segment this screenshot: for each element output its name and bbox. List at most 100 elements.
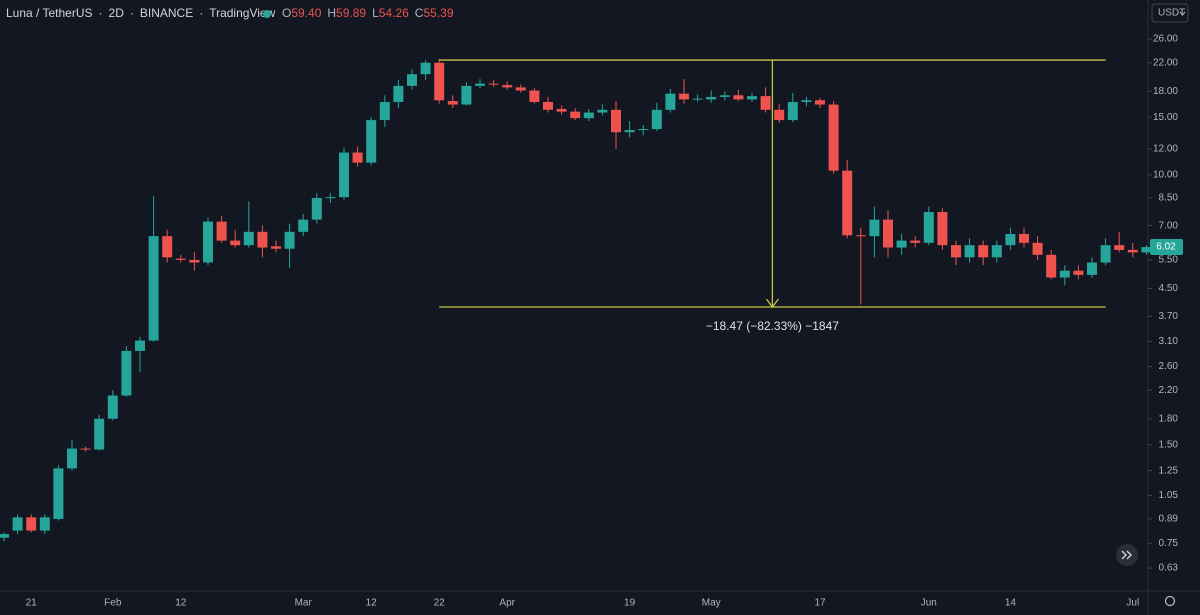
y-tick-label: 0.75 (1159, 538, 1179, 549)
candle-body (352, 152, 363, 163)
x-tick-label: 12 (175, 598, 187, 609)
candle-body (1114, 245, 1125, 250)
candle-body (964, 245, 975, 258)
candle-body (801, 100, 812, 102)
candle-body (515, 87, 526, 91)
candle-body (583, 112, 594, 119)
y-tick-label: 4.50 (1159, 283, 1179, 294)
candle-body (706, 96, 717, 100)
settings-button[interactable] (1164, 595, 1176, 607)
x-tick-label: Jul (1126, 598, 1139, 609)
candle-body (774, 109, 785, 121)
candle-body (243, 231, 254, 246)
candle-body (175, 258, 186, 260)
sep: · (99, 6, 103, 20)
scroll-circle[interactable] (1116, 544, 1138, 566)
x-tick-label: Feb (104, 598, 122, 609)
candle-body (855, 235, 866, 237)
candle-body (94, 418, 105, 450)
source: TradingView (209, 6, 275, 20)
candle-body (148, 236, 159, 341)
candle-body (910, 240, 921, 243)
candle-body (937, 212, 948, 246)
candle-body (842, 170, 853, 236)
candle-body (257, 231, 268, 248)
status-dot (263, 10, 271, 18)
y-tick-label: 18.00 (1153, 86, 1178, 97)
candle-body (543, 101, 553, 110)
candle-body (638, 129, 649, 131)
exchange: BINANCE (140, 6, 193, 20)
candle-body (53, 468, 64, 519)
candle-body (502, 85, 513, 88)
candle-body (1127, 249, 1138, 253)
candle-body (760, 96, 771, 110)
ohlc-letter: L (372, 6, 379, 20)
symbol-line: Luna / TetherUS · 2D · BINANCE · TradingView (6, 6, 276, 20)
scroll-button[interactable] (1116, 544, 1138, 566)
candle-body (284, 231, 295, 249)
y-tick-label: 1.25 (1159, 465, 1179, 476)
ohlc-letter: O (282, 6, 291, 20)
y-tick-label: 1.05 (1159, 490, 1179, 501)
candle-body (298, 219, 309, 232)
candle-body (379, 101, 390, 121)
y-tick-label: 5.50 (1159, 255, 1179, 266)
x-tick-label: 22 (434, 598, 446, 609)
candle-body (1032, 242, 1043, 255)
candle-body (162, 236, 173, 258)
candle-body (135, 340, 145, 351)
candle-body (624, 130, 635, 133)
y-tick-label: 3.70 (1159, 311, 1179, 322)
candle-body (325, 197, 336, 199)
ohlc-value: 59.40 (291, 6, 321, 20)
symbol: Luna / TetherUS (6, 6, 93, 20)
candle-body (488, 83, 499, 85)
candle-body (1100, 245, 1111, 263)
candle-body (461, 85, 472, 105)
candle-body (815, 100, 825, 105)
sep: · (130, 6, 134, 20)
sep: · (199, 6, 203, 20)
x-tick-label: Jun (921, 598, 937, 609)
y-tick-label: 7.00 (1159, 220, 1179, 231)
candle-body (393, 85, 404, 102)
last-price-box (1150, 239, 1183, 256)
candle-body (12, 517, 23, 531)
candle-body (39, 517, 50, 531)
candle-body (787, 101, 798, 121)
candle-body (189, 259, 200, 263)
y-tick-label: 1.50 (1159, 439, 1179, 450)
candle-body (339, 152, 349, 198)
y-tick-label: 1.80 (1159, 413, 1179, 424)
candle-body (80, 448, 91, 450)
candle-body (951, 245, 961, 258)
y-tick-label: 10.00 (1153, 170, 1178, 181)
gear-icon[interactable] (1164, 595, 1176, 607)
candle-body (311, 197, 322, 220)
header: Luna / TetherUS · 2D · BINANCE · TradingView O… (6, 6, 454, 20)
candle-body (611, 109, 621, 133)
candle-body (420, 62, 431, 75)
candle-body (978, 245, 989, 258)
x-tick-label: 14 (1005, 598, 1017, 609)
scroll-arrows (1121, 550, 1132, 560)
currency[interactable]: USDT (1158, 8, 1185, 19)
currency-button[interactable]: USDT (1151, 3, 1189, 23)
candle-body (665, 93, 676, 110)
candle-body (869, 219, 880, 237)
plot-area (0, 58, 1152, 542)
y-tick-label: 8.50 (1159, 193, 1179, 204)
x-tick-label: 12 (366, 598, 378, 609)
ohlc-value: 59.89 (336, 6, 366, 20)
y-tick-label: 15.00 (1153, 112, 1178, 123)
candle-body (203, 221, 213, 263)
candle-body (230, 240, 241, 246)
candle-body (216, 221, 227, 241)
candle-body (679, 93, 689, 100)
candle-body (1059, 270, 1070, 278)
currency-box[interactable] (1151, 3, 1189, 23)
candle-body (991, 245, 1002, 258)
candle-body (828, 104, 839, 171)
